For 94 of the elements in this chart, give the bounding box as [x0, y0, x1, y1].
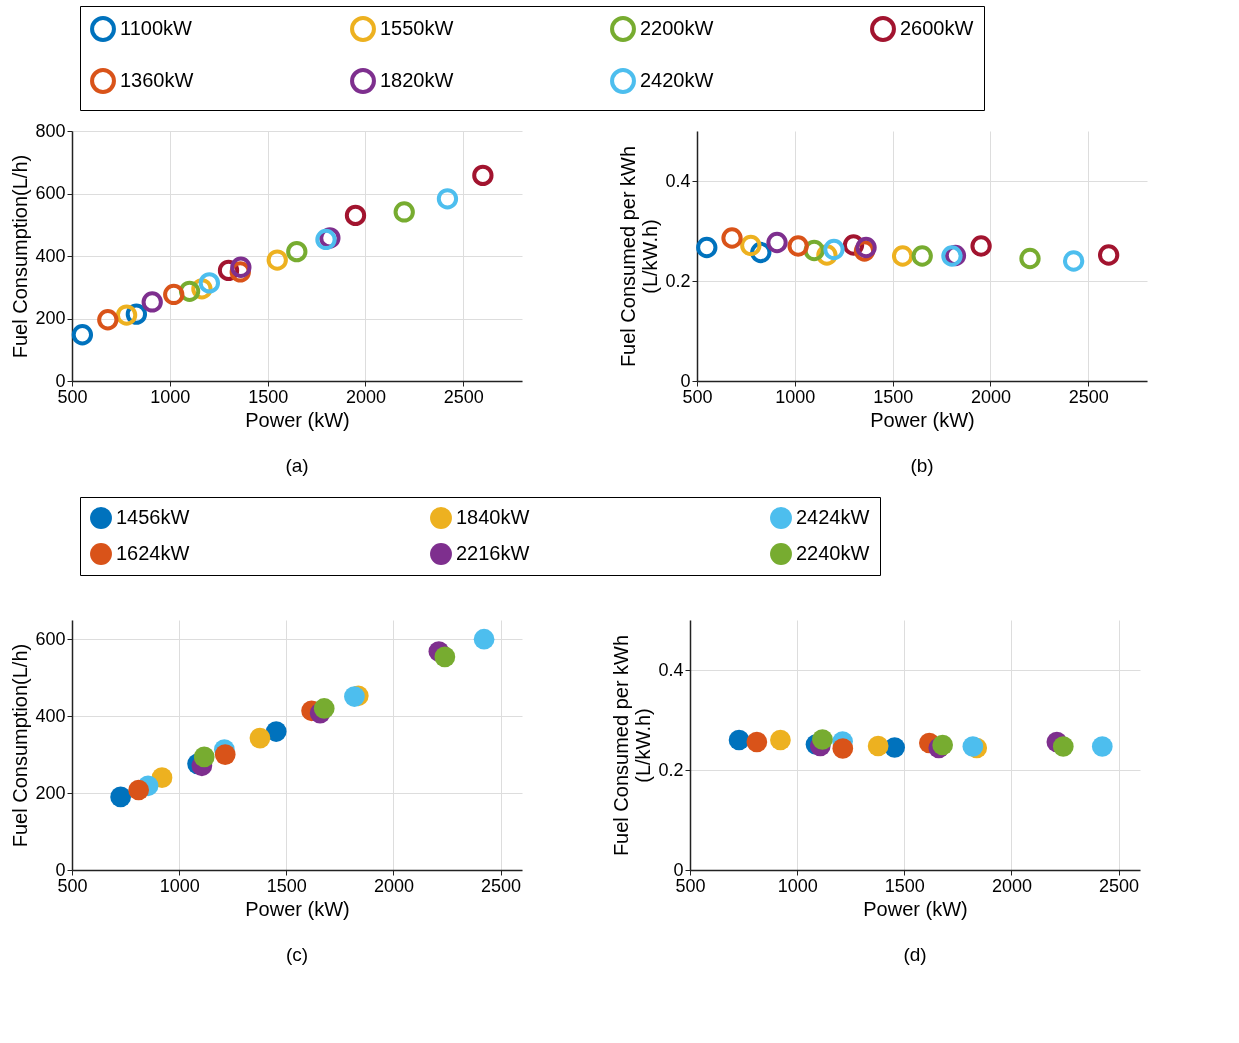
point: [115, 304, 138, 326]
legend-label: 1550kW: [380, 17, 454, 40]
x-tick-label: 1000: [775, 386, 816, 407]
text: (a): [285, 455, 309, 476]
point: [473, 628, 495, 650]
point: [787, 235, 809, 257]
legend-label: 2600kW: [900, 17, 974, 40]
y-tick-label: 0.2: [665, 270, 691, 291]
text: (c): [285, 944, 309, 965]
x-tick-label: 1500: [248, 386, 289, 407]
y-tick-label: 0.4: [658, 659, 684, 680]
y-tick-label: 200: [35, 782, 66, 803]
y-tick-label: 0.2: [658, 759, 684, 780]
y-tick-label: 0.4: [665, 170, 691, 191]
y-tick-label: 800: [35, 120, 66, 141]
point: [128, 779, 150, 801]
point: [393, 201, 415, 223]
point: [436, 188, 459, 210]
y-tick-label: 600: [35, 628, 66, 649]
text: (b): [910, 455, 934, 476]
point: [823, 238, 845, 261]
point: [472, 164, 494, 187]
point: [71, 324, 94, 346]
point: [812, 729, 833, 750]
x-tick-label: 1500: [873, 386, 914, 407]
x-axis-title: Power (kW): [863, 897, 968, 920]
x-tick-label: 1000: [150, 386, 191, 407]
y-axis-title: Fuel Consumed per kWh (L/kW.h): [610, 634, 655, 857]
y-axis-title: Fuel Consumption(L/h): [9, 643, 32, 848]
legend-label: 2240kW: [796, 542, 870, 564]
point: [110, 786, 132, 808]
x-tick-label: 2500: [1099, 875, 1140, 896]
point: [286, 240, 308, 263]
point: [696, 236, 718, 259]
legend-label: 1100kW: [120, 17, 193, 40]
point: [214, 744, 236, 765]
point: [911, 245, 933, 267]
legend-label: 2424kW: [796, 506, 870, 529]
x-tick-label: 2500: [443, 386, 484, 407]
x-tick-label: 2000: [970, 386, 1011, 407]
legend-label: 1360kW: [120, 69, 194, 91]
point: [163, 283, 185, 306]
x-tick-label: 1500: [266, 875, 307, 896]
y-tick-label: 400: [35, 245, 66, 266]
point: [230, 256, 252, 278]
point: [193, 746, 215, 768]
point: [1062, 250, 1085, 272]
text: (d): [903, 944, 927, 965]
x-tick-label: 1000: [777, 875, 818, 896]
x-tick-label: 2000: [345, 386, 386, 407]
x-tick-label: 2000: [373, 875, 414, 896]
point: [766, 231, 788, 254]
x-tick-label: 1000: [159, 875, 200, 896]
x-tick-label: 2500: [1068, 386, 1109, 407]
point: [265, 721, 287, 742]
point: [249, 727, 271, 749]
point: [1052, 736, 1074, 757]
y-axis-title: Fuel Consumption(L/h): [9, 154, 32, 359]
y-tick-label: 200: [35, 308, 66, 328]
point: [198, 272, 221, 294]
legend-label: 1456kW: [116, 506, 190, 529]
point: [97, 309, 119, 331]
point: [891, 245, 914, 267]
point: [740, 234, 762, 257]
point: [746, 731, 768, 753]
point: [313, 698, 335, 719]
point: [832, 738, 854, 759]
point: [434, 646, 456, 668]
legend-label: 2200kW: [640, 17, 714, 40]
legend-label: 1840kW: [456, 506, 530, 529]
point: [141, 291, 163, 313]
point: [266, 249, 288, 271]
point: [1019, 247, 1041, 270]
y-tick-label: 600: [35, 183, 66, 203]
legend-label: 1624kW: [116, 542, 190, 564]
legend-label: 1820kW: [380, 69, 454, 91]
x-tick-label: 2500: [481, 875, 522, 896]
point: [770, 729, 791, 751]
point: [721, 227, 743, 249]
legend-label: 2420kW: [640, 69, 714, 91]
point: [344, 204, 367, 227]
x-axis-title: Power (kW): [245, 408, 350, 431]
point: [1091, 736, 1113, 757]
y-tick-label: 400: [35, 705, 66, 726]
y-axis-title: Fuel Consumed per kWh (L/kW.h): [617, 145, 662, 368]
x-axis-title: Power (kW): [245, 897, 350, 920]
point: [970, 235, 992, 257]
x-tick-label: 2000: [991, 875, 1032, 896]
x-tick-label: 1500: [884, 875, 925, 896]
point: [728, 729, 750, 751]
x-axis-title: Power (kW): [870, 408, 975, 431]
point: [867, 735, 889, 757]
point: [1097, 244, 1120, 266]
legend-label: 2216kW: [456, 542, 530, 564]
